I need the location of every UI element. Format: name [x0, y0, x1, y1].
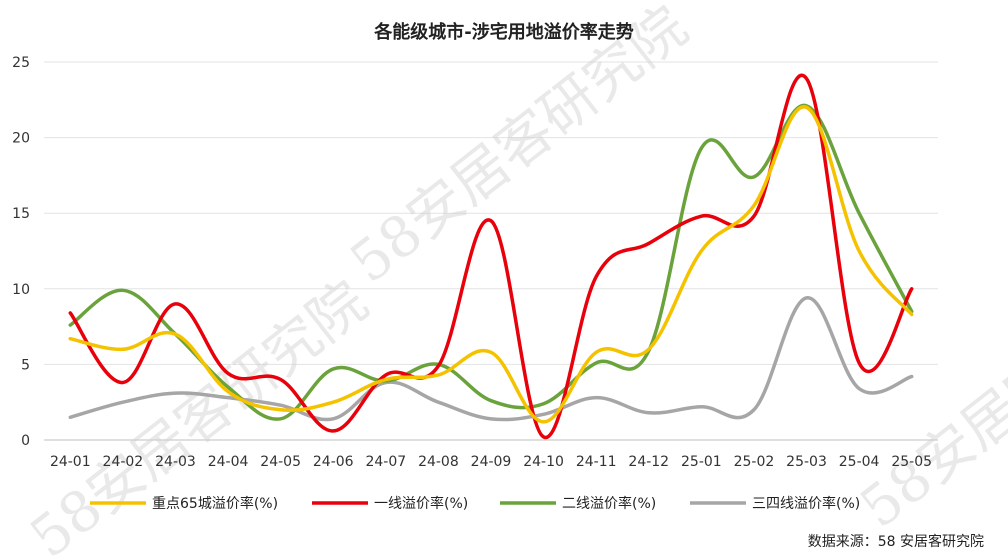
x-tick-label: 24-01 — [50, 454, 91, 470]
x-tick-label: 24-07 — [365, 454, 406, 470]
y-tick-label: 20 — [12, 131, 30, 147]
series-line-0 — [68, 105, 914, 424]
series-line-3 — [68, 296, 914, 422]
legend-label: 二线溢价率(%) — [562, 495, 656, 512]
y-tick-label: 5 — [21, 357, 30, 373]
series-line-1 — [68, 73, 914, 439]
watermark-text: 58安居客研究院 — [19, 269, 380, 559]
x-tick-label: 24-06 — [313, 454, 354, 470]
legend: 重点65城溢价率(%) 一线溢价率(%) 二线溢价率(%) 三四线溢价率(%) — [90, 495, 860, 512]
chart-title: 各能级城市-涉宅用地溢价率走势 — [373, 21, 633, 43]
x-tick-label: 25-05 — [891, 454, 932, 470]
x-axis-ticks: 24-01 24-02 24-03 24-04 24-05 24-06 24-07 24-08… — [50, 454, 932, 470]
x-tick-label: 24-10 — [523, 454, 564, 470]
gridlines — [44, 61, 938, 441]
legend-label: 一线溢价率(%) — [374, 495, 468, 512]
x-tick-label: 25-02 — [734, 454, 775, 470]
x-tick-label: 24-12 — [628, 454, 669, 470]
y-tick-label: 10 — [12, 282, 30, 298]
source-note: 数据来源：58 安居客研究院 — [808, 533, 984, 550]
legend-label: 三四线溢价率(%) — [752, 495, 860, 512]
legend-label: 重点65城溢价率(%) — [152, 495, 278, 512]
x-tick-label: 24-08 — [418, 454, 459, 470]
x-tick-label: 24-02 — [103, 454, 144, 470]
x-tick-label: 24-03 — [155, 454, 196, 470]
y-tick-label: 15 — [12, 206, 30, 222]
x-tick-label: 24-09 — [471, 454, 512, 470]
x-tick-label: 25-01 — [681, 454, 722, 470]
y-axis-ticks: 0 5 10 15 20 25 — [12, 55, 30, 449]
x-tick-label: 25-04 — [839, 454, 880, 470]
x-tick-label: 24-11 — [576, 454, 617, 470]
series-lines — [68, 73, 914, 439]
watermark-text: 58安居客研究院 — [339, 0, 700, 296]
y-tick-label: 25 — [12, 55, 30, 71]
x-tick-label: 25-03 — [786, 454, 827, 470]
x-tick-label: 24-05 — [260, 454, 301, 470]
y-tick-label: 0 — [21, 433, 30, 449]
series-line-2 — [68, 104, 914, 421]
x-tick-label: 24-04 — [208, 454, 249, 470]
watermark-text: 58安居客研究院 — [849, 239, 1008, 541]
